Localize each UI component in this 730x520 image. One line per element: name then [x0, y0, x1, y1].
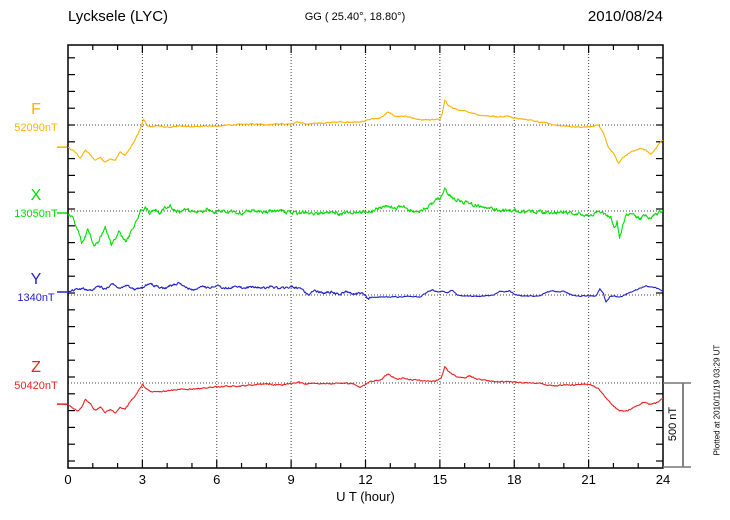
component-value-z: 50420nT: [14, 380, 58, 392]
component-value-f: 52090nT: [14, 122, 58, 134]
component-value-y: 1340nT: [17, 292, 55, 304]
x-tick-label: 24: [656, 472, 670, 487]
trace-x: [67, 187, 664, 247]
trace-z: [67, 365, 664, 414]
component-letter-z: Z: [31, 359, 41, 376]
coordinates-label: GG ( 25.40°, 18.80°): [304, 11, 406, 23]
trace-f: [67, 99, 664, 164]
trace-y: [67, 281, 664, 303]
component-letter-y: Y: [30, 271, 42, 288]
x-tick-label: 6: [213, 472, 220, 487]
x-tick-label: 0: [64, 472, 71, 487]
date-label: 2010/08/24: [587, 8, 663, 25]
x-tick-label: 9: [288, 472, 295, 487]
station-title: Lycksele (LYC): [68, 8, 169, 25]
x-axis-label: U T (hour): [336, 489, 395, 504]
x-tick-label: 18: [507, 472, 521, 487]
component-letter-x: X: [30, 187, 42, 204]
x-tick-label: 21: [581, 472, 595, 487]
x-tick-label: 12: [358, 472, 372, 487]
component-letter-f: F: [31, 101, 41, 118]
component-label-x: X 13050nT: [4, 188, 68, 220]
scale-bar-label: 500 nT: [667, 406, 679, 442]
x-tick-label: 15: [433, 472, 447, 487]
component-label-f: F 52090nT: [4, 102, 68, 134]
plotted-at-label: Plotted at 2010/11/19 03:29 UT: [712, 344, 722, 456]
plot-frame: [67, 44, 664, 469]
x-tick-label: 3: [139, 472, 146, 487]
component-value-x: 13050nT: [14, 208, 58, 220]
component-label-z: Z 50420nT: [4, 360, 68, 392]
component-label-y: Y 1340nT: [4, 272, 68, 304]
